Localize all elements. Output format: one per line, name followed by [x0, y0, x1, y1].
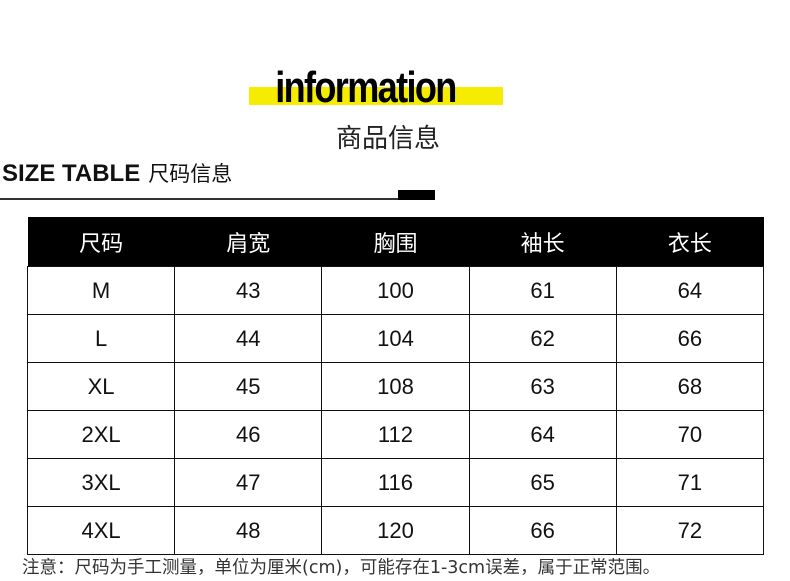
table-cell: 44 [174, 314, 323, 363]
size-table: 尺码 肩宽 胸围 袖长 衣长 M 43 100 61 64 L 44 104 62 66 XL 45 1… [26, 217, 765, 555]
page-subtitle: 商品信息 [335, 124, 440, 154]
table-row: XL 45 108 63 68 [26, 362, 765, 411]
divider [0, 198, 400, 200]
table-cell: 68 [615, 362, 765, 411]
table-cell: 65 [468, 458, 617, 507]
table-cell: 66 [468, 506, 617, 555]
table-cell: 2XL [26, 410, 176, 459]
table-cell: 43 [174, 266, 323, 315]
table-cell: 48 [174, 506, 323, 555]
table-row: M 43 100 61 64 [26, 266, 765, 315]
page-title: information [275, 63, 457, 112]
title-highlight-bar [249, 87, 503, 105]
table-row: 2XL 46 112 64 70 [26, 410, 765, 459]
table-row: 3XL 47 116 65 71 [26, 458, 765, 507]
column-header: 肩宽 [174, 217, 322, 267]
table-cell: 72 [615, 506, 765, 555]
column-header: 衣长 [616, 217, 764, 267]
table-row: L 44 104 62 66 [26, 314, 765, 363]
table-cell: 120 [321, 506, 470, 555]
table-cell: 104 [321, 314, 470, 363]
table-cell: 112 [321, 410, 470, 459]
table-cell: 71 [615, 458, 765, 507]
measurement-note: 注意：尺码为手工测量，单位为厘米(cm)，可能存在1-3cm误差，属于正常范围。 [22, 558, 661, 578]
table-cell: 108 [321, 362, 470, 411]
column-header: 袖长 [469, 217, 617, 267]
table-cell: 4XL [26, 506, 176, 555]
table-cell: 3XL [26, 458, 176, 507]
divider-block [398, 190, 435, 200]
table-cell: 47 [174, 458, 323, 507]
table-cell: 45 [174, 362, 323, 411]
section-title-en: SIZE TABLE [2, 160, 141, 187]
table-header: 尺码 肩宽 胸围 袖长 衣长 [27, 217, 764, 267]
table-row: 4XL 48 120 66 72 [26, 506, 765, 555]
table-cell: L [26, 314, 176, 363]
table-cell: 61 [468, 266, 617, 315]
table-cell: M [26, 266, 176, 315]
table-cell: 64 [615, 266, 765, 315]
table-cell: 64 [468, 410, 617, 459]
table-cell: 63 [468, 362, 617, 411]
table-cell: 66 [615, 314, 765, 363]
table-cell: 116 [321, 458, 470, 507]
table-cell: 70 [615, 410, 765, 459]
column-header: 胸围 [321, 217, 470, 267]
table-cell: 100 [321, 266, 470, 315]
table-cell: XL [26, 362, 176, 411]
table-cell: 46 [174, 410, 323, 459]
section-title: SIZE TABLE 尺码信息 [2, 158, 232, 188]
section-title-cn: 尺码信息 [148, 162, 233, 186]
column-header: 尺码 [27, 217, 175, 267]
table-cell: 62 [468, 314, 617, 363]
